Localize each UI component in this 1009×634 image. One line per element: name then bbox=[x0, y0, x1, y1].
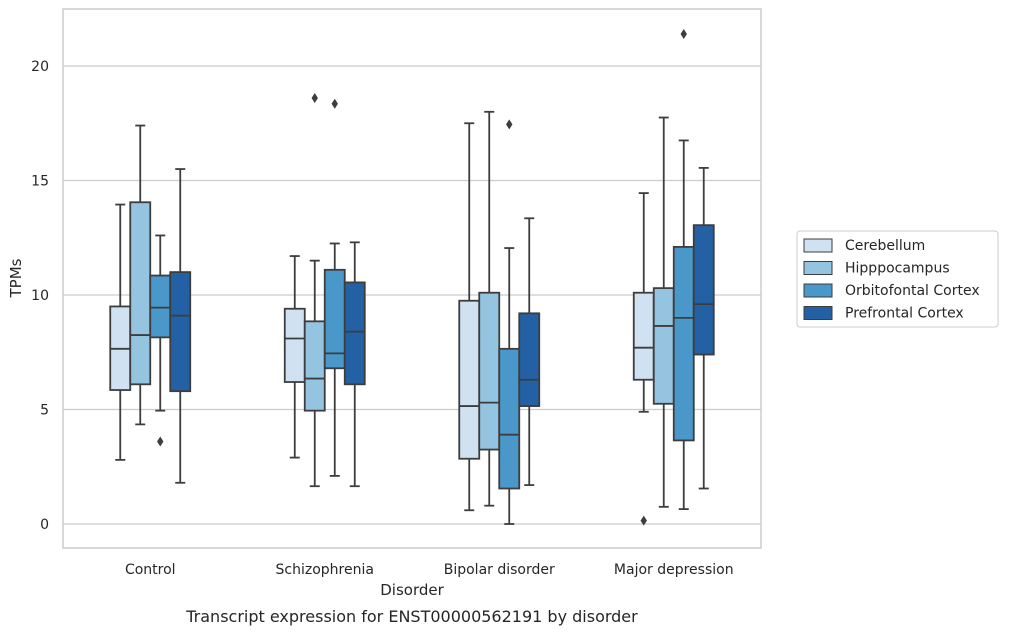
y-tick-label-5: 5 bbox=[40, 403, 49, 419]
box-iqr bbox=[498, 347, 521, 490]
box-bipolar-disorder-hipppocampus bbox=[478, 110, 501, 507]
box-iqr bbox=[458, 299, 481, 460]
box-control-hipppocampus bbox=[129, 124, 152, 426]
y-axis-label: TPMs bbox=[7, 258, 25, 298]
x-tick-label-major-depression: Major depression bbox=[614, 562, 734, 578]
box-iqr bbox=[692, 224, 715, 356]
box-iqr bbox=[478, 291, 501, 451]
box-major-depression-orbitofontal-cortex bbox=[672, 28, 695, 511]
box-iqr bbox=[129, 201, 152, 386]
box-major-depression-cerebellum bbox=[632, 192, 655, 526]
outlier-point bbox=[311, 93, 318, 104]
box-control-cerebellum bbox=[109, 203, 132, 461]
box-iqr bbox=[169, 271, 192, 393]
legend-label-orbitofontal-cortex: Orbitofontal Cortex bbox=[845, 283, 980, 299]
legend-label-hipppocampus: Hipppocampus bbox=[845, 261, 950, 277]
box-schizophrenia-orbitofontal-cortex bbox=[323, 98, 346, 477]
box-iqr bbox=[343, 281, 366, 386]
outlier-point bbox=[506, 119, 513, 130]
box-control-orbitofontal-cortex bbox=[149, 234, 172, 447]
x-tick-label-bipolar-disorder: Bipolar disorder bbox=[444, 562, 555, 578]
y-tick-label-20: 20 bbox=[31, 59, 49, 75]
x-tick-label-control: Control bbox=[125, 562, 176, 578]
y-tick-label-0: 0 bbox=[40, 517, 49, 533]
x-axis-label: Disorder bbox=[380, 581, 444, 599]
legend-swatch-orbitofontal-cortex bbox=[803, 283, 833, 298]
box-schizophrenia-cerebellum bbox=[283, 255, 306, 459]
x-tick-label-schizophrenia: Schizophrenia bbox=[276, 562, 374, 578]
legend-label-prefrontal-cortex: Prefrontal Cortex bbox=[845, 306, 964, 322]
figure-caption: Transcript expression for ENST0000056219… bbox=[185, 607, 638, 626]
box-major-depression-prefrontal-cortex bbox=[692, 167, 715, 490]
box-control-prefrontal-cortex bbox=[169, 168, 192, 484]
box-bipolar-disorder-orbitofontal-cortex bbox=[498, 119, 521, 525]
outlier-point bbox=[331, 98, 338, 109]
y-tick-labels: 0 5 10 15 20 bbox=[31, 59, 49, 533]
outlier-point bbox=[640, 515, 647, 526]
box-bipolar-disorder-prefrontal-cortex bbox=[518, 217, 541, 486]
box-iqr bbox=[518, 312, 541, 407]
plot-frame bbox=[62, 8, 762, 549]
y-tick-label-10: 10 bbox=[31, 288, 49, 304]
box-major-depression-hipppocampus bbox=[652, 116, 675, 508]
y-tick-label-15: 15 bbox=[31, 174, 49, 190]
legend-frame bbox=[796, 230, 999, 328]
box-iqr bbox=[632, 291, 655, 381]
box-schizophrenia-prefrontal-cortex bbox=[343, 241, 366, 488]
legend-swatch-hipppocampus bbox=[803, 261, 833, 275]
box-iqr bbox=[303, 320, 326, 412]
boxes bbox=[109, 28, 715, 526]
legend-swatch-cerebellum bbox=[803, 238, 833, 253]
x-tick-labels: Control Schizophrenia Bipolar disorder Majo… bbox=[125, 562, 734, 578]
box-iqr bbox=[672, 246, 695, 442]
legend: Cerebellum Hipppocampus Orbitofontal Corte… bbox=[796, 230, 999, 328]
box-bipolar-disorder-cerebellum bbox=[458, 122, 481, 512]
legend-label-cerebellum: Cerebellum bbox=[845, 238, 925, 254]
box-schizophrenia-hipppocampus bbox=[303, 93, 326, 488]
box-iqr bbox=[652, 287, 675, 405]
box-iqr bbox=[283, 307, 306, 383]
outlier-point bbox=[680, 28, 687, 39]
outlier-point bbox=[157, 436, 164, 447]
box-iqr bbox=[149, 274, 172, 339]
legend-swatch-prefrontal-cortex bbox=[803, 306, 833, 320]
